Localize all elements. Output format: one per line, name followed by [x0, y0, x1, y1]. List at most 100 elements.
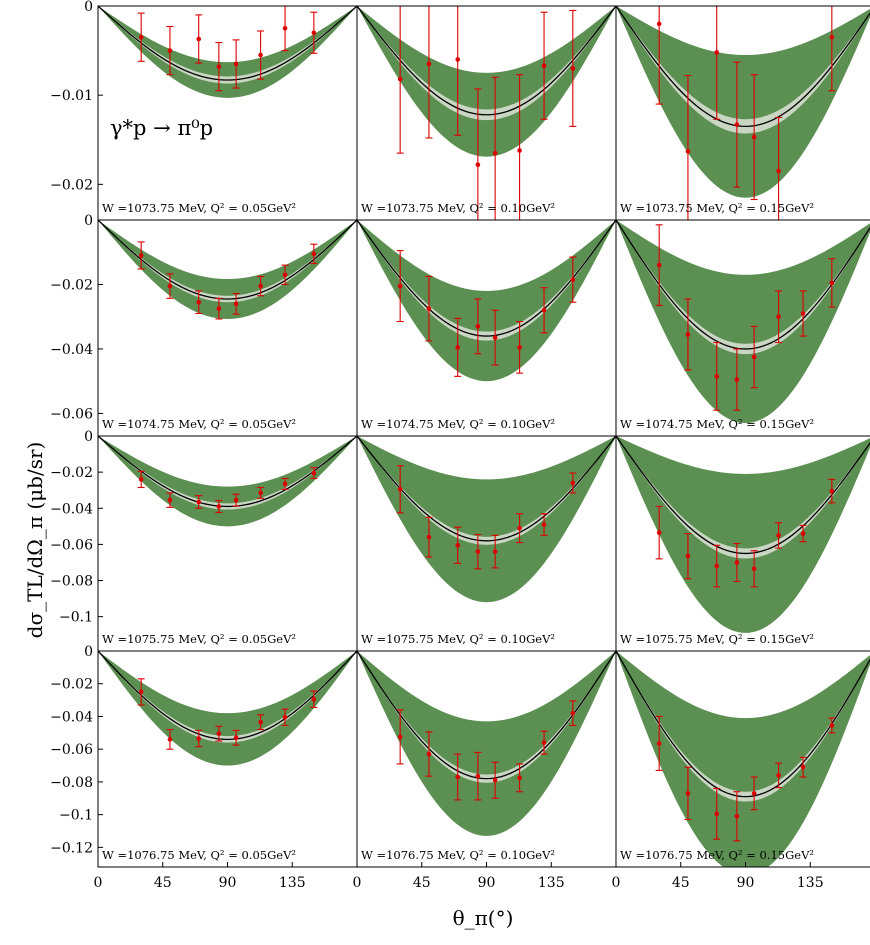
data-marker: [216, 504, 222, 509]
y-tick-label: 0: [84, 0, 93, 15]
y-tick-label: −0.08: [50, 574, 93, 590]
data-point: [540, 513, 548, 536]
data-marker: [492, 335, 498, 340]
panel-plot-area: [616, 220, 870, 424]
data-point: [569, 700, 577, 727]
data-point: [195, 14, 203, 64]
panel-kinematics-label: W =1074.75 MeV, Q² = 0.15GeV²: [620, 417, 814, 431]
uncertainty-band: [357, 436, 616, 603]
data-point: [166, 492, 174, 508]
data-point: [733, 61, 741, 188]
panel-r3-c3: W =1075.75 MeV, Q² = 0.15GeV²: [615, 435, 870, 652]
data-point: [655, 505, 663, 560]
data-point: [713, 6, 721, 120]
panel-r1-c3: W =1073.75 MeV, Q² = 0.15GeV²: [615, 5, 870, 221]
data-point: [775, 522, 783, 549]
data-point: [828, 478, 836, 504]
data-marker: [167, 737, 173, 742]
y-tick-label: −0.06: [50, 537, 93, 553]
data-point: [491, 534, 499, 569]
data-marker: [751, 791, 757, 796]
data-marker: [475, 773, 481, 779]
data-marker: [258, 283, 263, 289]
panels: W =1073.75 MeV, Q² = 0.05GeV² W =1073.75 …: [97, 5, 870, 868]
panel-kinematics-label: W =1075.75 MeV, Q² = 0.10GeV²: [361, 632, 555, 646]
y-tick-label: −0.02: [50, 177, 93, 193]
data-marker: [751, 134, 757, 140]
data-point: [281, 264, 289, 286]
uncertainty-band: [357, 651, 616, 836]
data-point: [215, 725, 223, 742]
data-point: [733, 791, 741, 842]
y-tick-label: 0: [84, 644, 93, 660]
data-marker: [426, 751, 432, 757]
x-tick-label: 45: [413, 875, 431, 891]
data-point: [195, 729, 203, 748]
x-tick-label: 90: [737, 875, 755, 891]
x-tick-label: 135: [538, 875, 565, 891]
x-tick-label: 90: [478, 875, 496, 891]
data-marker: [216, 731, 222, 736]
data-marker: [517, 775, 522, 781]
panel-r2-c2: W =1074.75 MeV, Q² = 0.10GeV²: [356, 219, 617, 437]
x-axis-title: θ_π(°): [453, 906, 514, 930]
data-marker: [455, 774, 461, 780]
uncertainty-band: [98, 436, 357, 527]
panel-plot-area: [616, 436, 870, 633]
data-marker: [829, 723, 835, 728]
data-point: [257, 486, 265, 499]
data-point: [540, 11, 548, 120]
panel-kinematics-label: W =1076.75 MeV, Q² = 0.15GeV²: [620, 848, 814, 862]
y-tick-label: −0.02: [50, 277, 93, 293]
data-marker: [776, 314, 781, 320]
uncertainty-band: [616, 6, 870, 198]
data-marker: [734, 560, 740, 565]
data-point: [713, 787, 721, 840]
panel-r3-c1: W =1075.75 MeV, Q² = 0.05GeV²: [97, 435, 358, 652]
data-point: [454, 317, 462, 377]
data-marker: [541, 63, 547, 69]
data-marker: [282, 714, 288, 720]
data-marker: [196, 299, 202, 305]
data-point: [713, 544, 721, 588]
panel-r4-c1: W =1076.75 MeV, Q² = 0.05GeV²: [97, 650, 358, 868]
data-point: [396, 250, 404, 323]
data-marker: [282, 25, 288, 31]
data-marker: [311, 696, 317, 702]
x-tick-label: 45: [154, 875, 172, 891]
data-marker: [829, 34, 835, 40]
y-axis-title: dσ_TL/dΩ_π (μb/sr): [23, 442, 47, 639]
panel-plot-area: [616, 651, 870, 867]
data-marker: [455, 543, 461, 548]
data-point: [516, 321, 524, 374]
panel-plot-area: [357, 6, 616, 220]
data-point: [137, 470, 145, 489]
data-marker: [714, 563, 720, 569]
data-marker: [397, 283, 403, 289]
data-marker: [258, 52, 263, 58]
data-marker: [656, 262, 662, 268]
data-point: [281, 708, 289, 727]
y-tick-label: −0.04: [50, 709, 93, 725]
panel-r1-c1: W =1073.75 MeV, Q² = 0.05GeV²: [97, 5, 358, 221]
data-marker: [492, 777, 498, 783]
data-marker: [167, 48, 173, 53]
uncertainty-band: [98, 6, 357, 98]
data-marker: [714, 811, 720, 817]
data-marker: [233, 735, 239, 741]
data-point: [454, 753, 462, 801]
y-tick-label: −0.12: [50, 840, 93, 856]
data-point: [232, 292, 240, 315]
data-marker: [776, 773, 781, 778]
y-tick-label: −0.04: [50, 501, 93, 517]
data-marker: [258, 490, 263, 496]
data-point: [474, 533, 482, 570]
data-marker: [800, 764, 806, 770]
data-marker: [751, 354, 757, 360]
data-point: [257, 275, 265, 297]
data-point: [733, 348, 741, 411]
data-point: [137, 241, 145, 270]
data-point: [750, 776, 758, 811]
y-tick-label: 0: [84, 429, 93, 445]
data-marker: [138, 253, 144, 258]
